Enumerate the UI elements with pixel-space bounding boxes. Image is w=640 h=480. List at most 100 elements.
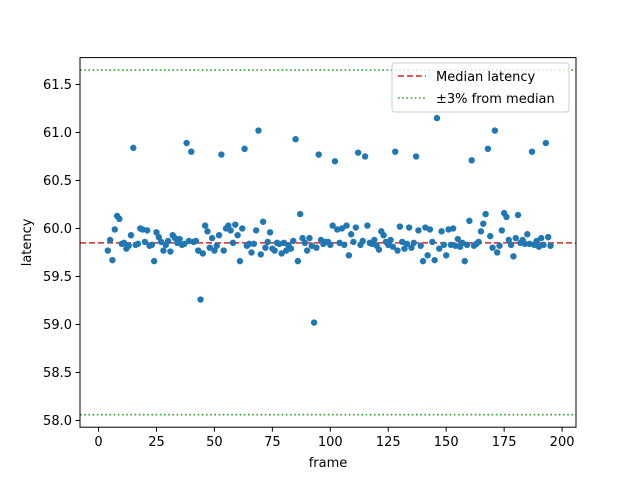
data-point	[547, 242, 554, 249]
data-point	[514, 211, 522, 219]
data-point	[431, 256, 438, 264]
data-point	[306, 234, 313, 242]
data-point	[213, 242, 220, 249]
data-point	[125, 242, 132, 249]
data-point	[227, 227, 234, 234]
data-point	[204, 228, 211, 235]
data-point	[389, 243, 397, 250]
data-point	[167, 248, 174, 255]
data-point	[201, 222, 209, 229]
data-point	[415, 227, 422, 234]
legend-label-median: Median latency	[436, 70, 535, 85]
data-point	[443, 252, 450, 259]
data-point	[292, 136, 299, 143]
data-point	[364, 222, 371, 229]
data-point	[387, 236, 394, 244]
data-point	[392, 148, 399, 155]
data-point	[192, 237, 200, 245]
data-point	[248, 249, 255, 256]
data-point	[345, 252, 353, 259]
y-axis-label: latency	[20, 218, 35, 266]
x-axis-label: frame	[309, 456, 348, 471]
data-point	[417, 242, 424, 249]
data-point	[480, 220, 487, 227]
data-point	[245, 240, 253, 248]
data-point	[225, 222, 232, 229]
data-point	[503, 213, 510, 221]
data-point	[524, 231, 531, 238]
data-point	[127, 232, 135, 239]
data-point	[199, 250, 207, 257]
legend-box	[391, 62, 570, 113]
data-point	[424, 252, 431, 259]
data-point	[181, 240, 188, 248]
data-point	[468, 157, 475, 164]
data-point	[176, 235, 183, 243]
data-point	[449, 225, 457, 232]
data-point	[116, 215, 123, 223]
data-point	[361, 153, 369, 160]
data-point	[130, 144, 137, 152]
data-point	[315, 151, 322, 158]
data-point	[354, 149, 362, 156]
data-point	[183, 139, 190, 147]
data-point	[296, 210, 304, 218]
data-point	[343, 222, 350, 229]
data-point	[262, 244, 269, 251]
x-tick-label: 200	[550, 435, 575, 450]
y-tick-label: 61.5	[43, 78, 72, 93]
data-point	[331, 158, 339, 165]
data-point	[327, 241, 334, 248]
x-tick-label: 150	[434, 435, 459, 450]
x-tick-label: 75	[264, 435, 281, 450]
data-point	[303, 247, 311, 254]
data-point	[352, 224, 360, 231]
data-point	[528, 148, 536, 155]
data-point	[301, 239, 309, 247]
data-point	[475, 238, 482, 246]
x-tick-label: 0	[94, 435, 102, 450]
y-tick-label: 58.0	[43, 414, 72, 429]
data-point	[484, 145, 492, 152]
y-tick-label: 60.0	[43, 222, 72, 237]
data-point	[229, 239, 237, 247]
data-point	[299, 234, 306, 242]
data-point	[271, 247, 278, 254]
data-point	[419, 257, 427, 265]
data-point	[493, 249, 501, 256]
legend-label-band: ±3% from median	[436, 92, 555, 107]
data-point	[350, 238, 357, 246]
data-point	[141, 238, 149, 246]
x-tick-label: 175	[492, 435, 517, 450]
y-tick-label: 58.5	[43, 366, 72, 381]
data-point	[477, 228, 485, 235]
data-point	[257, 251, 264, 258]
data-point	[533, 237, 540, 245]
data-point	[463, 241, 471, 248]
data-point	[487, 232, 494, 240]
data-point	[396, 223, 404, 230]
data-point	[510, 253, 517, 260]
data-point	[266, 229, 274, 236]
data-point	[150, 257, 158, 265]
plot-area-frame	[79, 57, 577, 428]
data-point	[234, 232, 241, 239]
y-tick-label: 60.5	[43, 174, 72, 189]
data-point	[341, 241, 348, 248]
data-point	[106, 236, 114, 244]
data-point	[429, 238, 436, 246]
data-point	[218, 151, 225, 158]
data-point	[329, 222, 336, 229]
data-point	[280, 239, 288, 247]
x-tick-label: 50	[206, 435, 223, 450]
data-point	[153, 229, 160, 236]
data-point	[195, 247, 202, 254]
data-point	[371, 236, 378, 244]
data-point	[157, 238, 165, 246]
x-tick-label: 25	[148, 435, 165, 450]
data-point	[109, 256, 116, 264]
data-point	[436, 245, 443, 252]
data-point	[521, 240, 529, 248]
data-point	[104, 247, 112, 254]
